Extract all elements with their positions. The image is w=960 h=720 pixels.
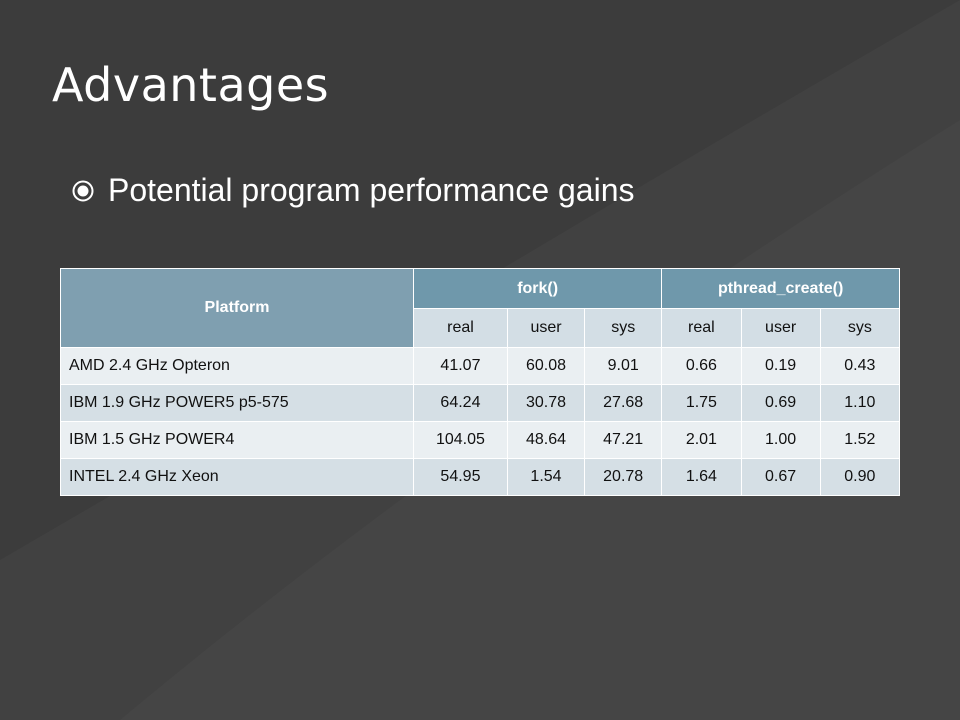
value-cell: 1.64: [661, 458, 742, 496]
platform-cell: IBM 1.9 GHz POWER5 p5-575: [60, 384, 414, 422]
value-cell: 41.07: [413, 347, 508, 385]
value-cell: 1.00: [740, 421, 821, 459]
value-cell: 0.90: [819, 458, 901, 496]
table-row: INTEL 2.4 GHz Xeon 54.95 1.54 20.78 1.64…: [60, 458, 901, 496]
value-cell: 20.78: [584, 458, 663, 496]
value-cell: 64.24: [413, 384, 508, 422]
circled-bullet-icon: [72, 180, 94, 201]
slide-title: Advantages: [52, 58, 330, 112]
pthread-create-header: pthread_create(): [661, 268, 900, 309]
table-header-row: Platform fork() pthread_create(): [60, 268, 900, 348]
value-cell: 0.69: [740, 384, 821, 422]
value-cell: 0.67: [740, 458, 821, 496]
value-cell: 9.01: [584, 347, 663, 385]
value-cell: 0.19: [740, 347, 821, 385]
value-cell: 104.05: [413, 421, 508, 459]
value-cell: 30.78: [506, 384, 586, 422]
platform-cell: IBM 1.5 GHz POWER4: [60, 421, 414, 459]
value-cell: 1.75: [661, 384, 742, 422]
table-row: IBM 1.9 GHz POWER5 p5-575 64.24 30.78 27…: [60, 384, 901, 422]
platform-cell: INTEL 2.4 GHz Xeon: [60, 458, 414, 496]
table-row: IBM 1.5 GHz POWER4 104.05 48.64 47.21 2.…: [60, 421, 901, 459]
subheader-fork-user: user: [506, 308, 586, 348]
table-subheader-row: real user sys real user sys: [61, 308, 901, 348]
value-cell: 54.95: [413, 458, 508, 496]
bullet-item: Potential program performance gains: [72, 172, 635, 209]
platform-header: Platform: [60, 268, 414, 348]
subheader-pthread-real: real: [661, 308, 742, 348]
value-cell: 1.54: [506, 458, 586, 496]
value-cell: 1.10: [819, 384, 901, 422]
subheader-fork-sys: sys: [584, 308, 663, 348]
bullet-text: Potential program performance gains: [108, 172, 635, 208]
value-cell: 60.08: [506, 347, 586, 385]
fork-header: fork(): [412, 268, 663, 309]
subheader-fork-real: real: [413, 308, 508, 348]
value-cell: 1.52: [819, 421, 901, 459]
value-cell: 2.01: [661, 421, 742, 459]
value-cell: 0.43: [819, 347, 901, 385]
subheader-pthread-sys: sys: [819, 308, 901, 348]
subheader-pthread-user: user: [740, 308, 821, 348]
value-cell: 47.21: [584, 421, 663, 459]
platform-cell: AMD 2.4 GHz Opteron: [60, 347, 414, 385]
value-cell: 0.66: [661, 347, 742, 385]
value-cell: 48.64: [506, 421, 586, 459]
performance-table: Platform fork() pthread_create() real us…: [60, 268, 901, 496]
value-cell: 27.68: [584, 384, 663, 422]
table-row: AMD 2.4 GHz Opteron 41.07 60.08 9.01 0.6…: [60, 347, 901, 385]
